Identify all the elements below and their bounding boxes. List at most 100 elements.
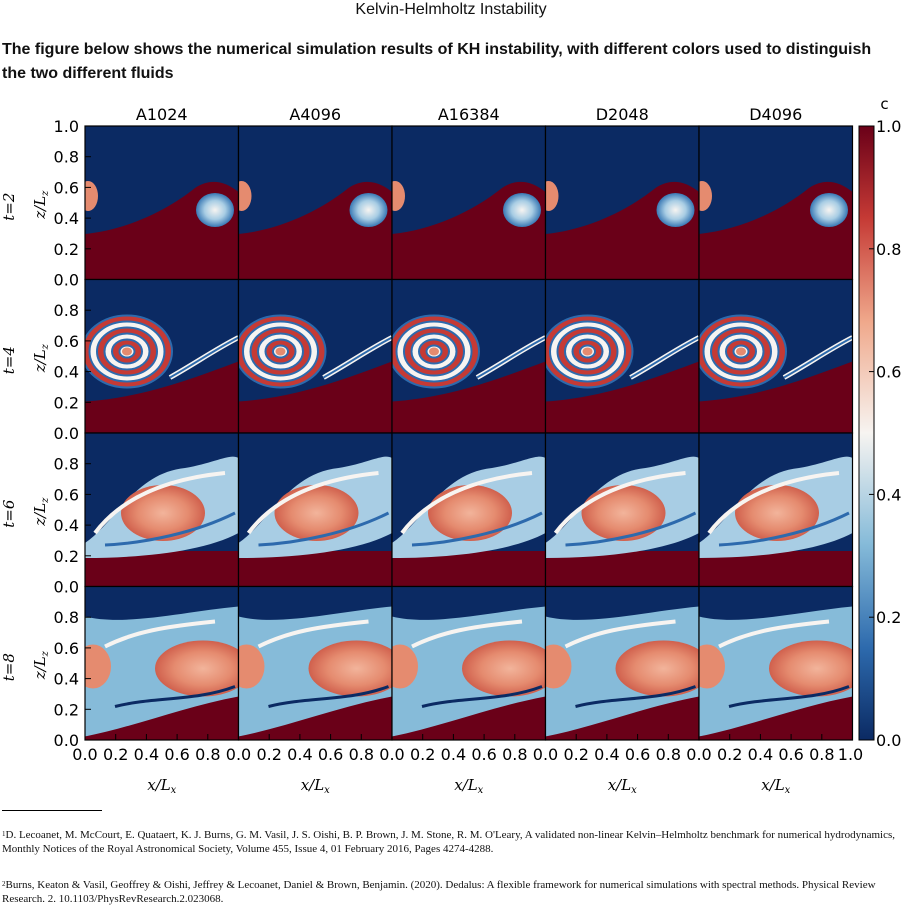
y-tick-label: 0.8 <box>54 301 79 320</box>
x-axis-label: x/Lx <box>454 776 483 796</box>
filament <box>411 511 543 547</box>
y-axis-label: z/Lz <box>31 343 51 373</box>
vortex-core <box>274 485 359 541</box>
vortex-edge <box>392 181 405 211</box>
lower-fluid <box>85 361 239 433</box>
sim-panel <box>84 585 240 741</box>
column-title: A16384 <box>438 105 500 124</box>
filament <box>114 685 236 708</box>
panel-content <box>699 126 853 280</box>
column-title: D4096 <box>749 105 802 124</box>
filament <box>575 685 697 708</box>
lower-fluid <box>85 696 239 740</box>
y-tick-label: 0.0 <box>54 271 79 290</box>
vortex <box>349 193 388 227</box>
vortex-core <box>122 347 132 356</box>
footnote-mark: 1 <box>2 830 6 838</box>
y-tick-label: 0.6 <box>54 485 79 504</box>
y-tick-label: 0.6 <box>54 639 79 658</box>
x-tick-label: 0.4 <box>441 745 466 764</box>
column-title: A1024 <box>136 105 188 124</box>
filament <box>246 471 379 535</box>
sim-panel <box>698 125 854 281</box>
vortex-core <box>428 485 512 541</box>
sim-panel <box>84 432 240 588</box>
vortex-edge <box>699 181 712 211</box>
x-tick-label: 0.2 <box>563 745 588 764</box>
footnote-1: 1D. Lecoanet, M. McCourt, E. Quataert, K… <box>2 828 897 856</box>
colorbar-tick-label: 0.8 <box>876 240 901 259</box>
x-tick-label: 0.0 <box>379 745 404 764</box>
panel-content <box>238 586 392 740</box>
y-tick-label: 0.4 <box>54 363 79 382</box>
y-tick-label: 0.2 <box>54 240 79 259</box>
sim-panel <box>698 432 854 588</box>
colorbar-tick-label: 0.6 <box>876 363 901 382</box>
y-axis-label-sub: z <box>40 497 51 504</box>
x-tick-label: 0.4 <box>748 745 773 764</box>
panel-content <box>392 586 546 740</box>
panel-content <box>545 433 699 587</box>
row-time-label: t=6 <box>0 499 18 528</box>
lower-fluid <box>238 696 392 740</box>
sim-panel <box>544 432 700 588</box>
y-tick-label: 0.8 <box>54 608 79 627</box>
x-tick-label: 1.0 <box>838 745 863 764</box>
x-tick-label: 0.4 <box>594 745 619 764</box>
panel-content <box>85 433 239 587</box>
panel-content <box>85 279 239 433</box>
filament <box>400 471 533 535</box>
colorbar-tick-label: 0.2 <box>876 608 901 627</box>
vortex-core <box>736 347 746 356</box>
panel-content <box>85 126 239 280</box>
colorbar-tick-label: 1.0 <box>876 117 901 136</box>
x-axis-label-sub: x <box>478 785 484 796</box>
x-tick-label: 0.2 <box>103 745 128 764</box>
y-axis-label-sub: z <box>40 650 51 657</box>
filament <box>630 336 699 379</box>
intro-text: The figure below shows the numerical sim… <box>2 41 872 82</box>
lower-fluid <box>545 361 699 433</box>
x-axis-label-sub: x <box>785 785 791 796</box>
vortex-edge <box>699 644 725 689</box>
filament <box>783 336 853 379</box>
x-tick-label: 0.2 <box>410 745 435 764</box>
x-tick-label: 0.8 <box>195 745 220 764</box>
panel-content <box>699 433 853 587</box>
sim-panel <box>391 125 547 281</box>
filament <box>421 685 543 708</box>
page-title: Kelvin-Helmholtz Instability <box>355 1 547 18</box>
colorbar-tick-label: 0.4 <box>876 485 901 504</box>
y-tick-label: 0.6 <box>54 178 79 197</box>
vortex <box>656 193 695 227</box>
filament <box>93 471 226 535</box>
filament <box>411 619 523 649</box>
y-tick-label: 0.0 <box>54 731 79 750</box>
sim-panel <box>544 278 700 434</box>
footnote-text: D. Lecoanet, M. McCourt, E. Quataert, K.… <box>2 829 895 855</box>
column-title: A4096 <box>289 105 341 124</box>
panel-content <box>545 279 699 433</box>
panel-content <box>545 126 699 280</box>
x-tick-label: 0.2 <box>256 745 281 764</box>
vortex-core <box>275 347 286 356</box>
filament <box>258 511 390 547</box>
y-tick-label: 0.4 <box>54 670 79 689</box>
panel-content <box>392 279 546 433</box>
colorbar-label: c <box>880 95 888 113</box>
vortex-edge <box>392 644 418 689</box>
panel-frame <box>698 585 854 741</box>
filament <box>476 336 546 379</box>
vortex-core <box>308 640 392 697</box>
panel-content <box>238 433 392 587</box>
x-tick-label: 0.0 <box>72 745 97 764</box>
filament <box>564 619 676 649</box>
y-tick-label: 0.0 <box>54 578 79 597</box>
x-tick-label: 0.4 <box>287 745 312 764</box>
vortex-edge <box>238 644 265 689</box>
vortex-core <box>121 485 205 541</box>
filament <box>707 471 840 535</box>
filament <box>323 336 392 379</box>
footnote-mark: 2 <box>2 880 6 888</box>
x-axis-label-sub: x <box>171 785 177 796</box>
